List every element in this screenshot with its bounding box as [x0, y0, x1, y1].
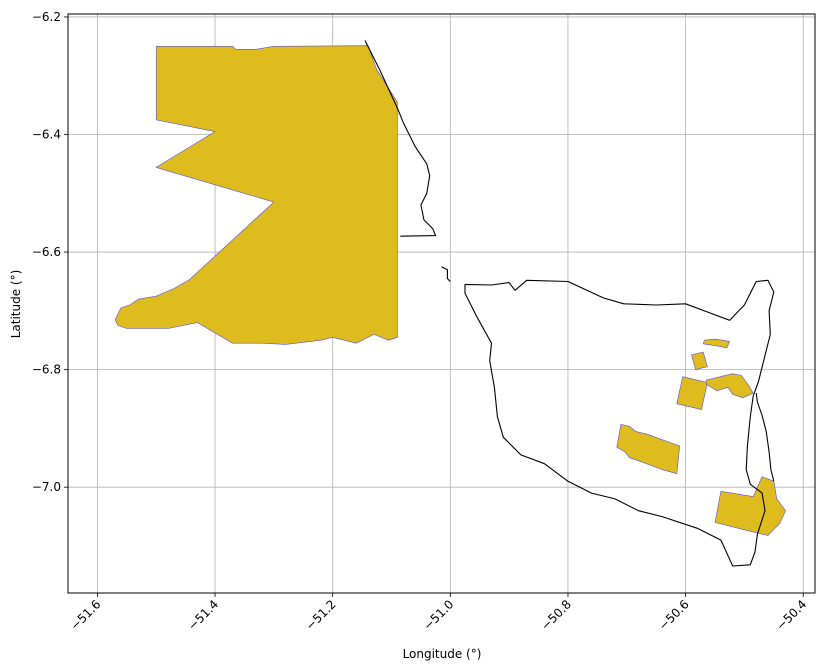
y-tick-label: −6.6	[32, 245, 61, 259]
boundary-outline-north	[364, 40, 437, 237]
filled-area-patch-2	[691, 351, 708, 370]
boundary-lines	[364, 40, 775, 567]
boundary-outline-south	[464, 279, 775, 567]
filled-areas	[114, 45, 786, 536]
y-axis-ticks: −6.2 −6.4 −6.6 −6.8 −7.0	[32, 10, 68, 494]
y-tick-label: −6.2	[32, 10, 61, 24]
filled-area-patch-5	[616, 424, 680, 474]
y-tick-label: −6.8	[32, 363, 61, 377]
y-tick-label: −6.4	[32, 128, 61, 142]
plot-area	[67, 13, 816, 594]
y-tick-label: −7.0	[32, 480, 61, 494]
filled-area-large-area	[114, 45, 398, 345]
filled-area-patch-3	[676, 376, 708, 410]
filled-area-patch-1	[702, 338, 730, 349]
boundary-outline-inner	[755, 393, 775, 482]
filled-area-patch-4	[705, 373, 754, 399]
boundary-outline-dot	[441, 266, 451, 282]
filled-area-patch-6	[714, 476, 786, 536]
x-axis-label: Longitude (°)	[403, 647, 482, 661]
axes-frame	[67, 13, 816, 594]
y-axis-label: Latitude (°)	[9, 270, 23, 339]
